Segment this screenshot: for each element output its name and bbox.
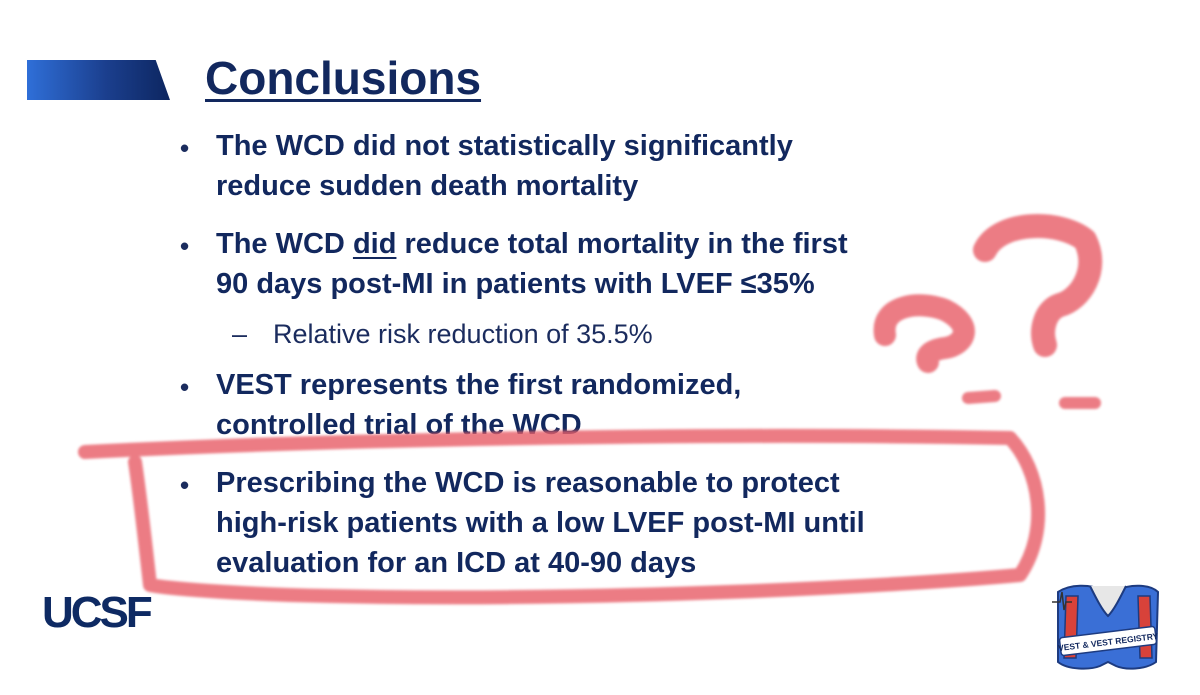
bullet-4-line-2: high-risk patients with a low LVEF post-… bbox=[216, 507, 865, 539]
question-mark-scribble bbox=[973, 214, 1103, 357]
slide-title: Conclusions bbox=[205, 52, 482, 104]
bullet-1-line-2: reduce sudden death mortality bbox=[216, 170, 639, 202]
bullet-3-line-1: VEST represents the first randomized, bbox=[216, 369, 742, 401]
bullet-marker: • bbox=[180, 470, 190, 500]
title-accent-bar bbox=[27, 60, 170, 100]
bullet-1-line-1: The WCD did not statistically significan… bbox=[216, 130, 793, 162]
sub-bullet-text: Relative risk reduction of 35.5% bbox=[273, 319, 653, 349]
ucsf-logo: UCSF bbox=[42, 588, 153, 637]
bullet-2-text-before: The WCD bbox=[216, 228, 353, 260]
vest-icon: VEST & VEST REGISTRY bbox=[1052, 584, 1159, 670]
question-mark-scribble bbox=[873, 294, 975, 373]
bullet-marker: • bbox=[180, 133, 190, 163]
bullet-4-line-1: Prescribing the WCD is reasonable to pro… bbox=[216, 467, 840, 499]
question-dot-scribble bbox=[962, 390, 1001, 404]
bullet-2-emphasis: did bbox=[352, 228, 397, 260]
bullet-3-line-2: controlled trial of the WCD bbox=[216, 409, 582, 441]
bullet-2-line-1: The WCD did reduce total mortality in th… bbox=[216, 224, 848, 264]
bullet-2-text-after: reduce total mortality in the first bbox=[396, 228, 848, 260]
bullet-marker: • bbox=[180, 231, 190, 261]
sub-bullet-dash: – bbox=[232, 319, 248, 349]
bullet-4-line-3: evaluation for an ICD at 40-90 days bbox=[216, 547, 697, 579]
bullet-2-line-2: 90 days post-MI in patients with LVEF ≤3… bbox=[216, 268, 815, 300]
bullet-marker: • bbox=[180, 372, 190, 402]
